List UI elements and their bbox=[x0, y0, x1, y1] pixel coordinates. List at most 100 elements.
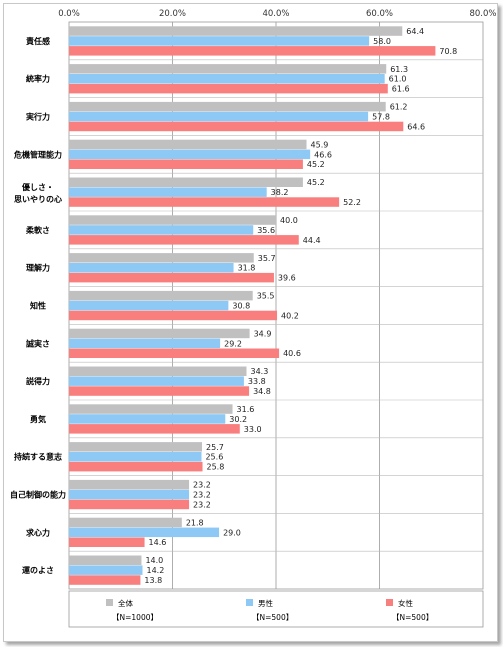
bar bbox=[69, 64, 387, 74]
legend-sample-size: 【N=1000】 bbox=[112, 613, 158, 622]
bar bbox=[69, 555, 142, 565]
data-label: 45.2 bbox=[307, 178, 325, 187]
data-label: 31.8 bbox=[238, 264, 256, 273]
data-label: 13.8 bbox=[144, 576, 162, 585]
data-label: 35.6 bbox=[257, 226, 275, 235]
legend-sample-size: 【N=500】 bbox=[252, 613, 293, 622]
category-label: 実行力 bbox=[26, 112, 50, 122]
x-tick-label: 20.0% bbox=[159, 9, 186, 19]
bar bbox=[69, 489, 190, 500]
data-label: 25.8 bbox=[207, 463, 225, 472]
data-label: 45.9 bbox=[311, 140, 329, 149]
data-label: 38.2 bbox=[271, 188, 289, 197]
legend-label: 男性 bbox=[258, 598, 273, 608]
data-label: 30.8 bbox=[232, 302, 250, 311]
bar bbox=[69, 575, 141, 585]
bar bbox=[69, 404, 233, 414]
bar bbox=[69, 272, 274, 283]
x-tick-label: 0.0% bbox=[58, 9, 80, 19]
data-label: 70.8 bbox=[439, 47, 457, 56]
data-label: 29.0 bbox=[223, 528, 241, 537]
legend-label: 全体 bbox=[118, 598, 133, 608]
category-label: 持続する意志 bbox=[14, 452, 62, 462]
legend-box bbox=[68, 590, 484, 628]
bar bbox=[69, 499, 190, 510]
data-label: 61.0 bbox=[389, 75, 407, 84]
bar bbox=[69, 565, 143, 575]
category-label: 理解力 bbox=[26, 263, 50, 273]
bar bbox=[69, 225, 254, 235]
data-label: 46.6 bbox=[314, 150, 332, 159]
bar bbox=[69, 348, 280, 358]
bar bbox=[69, 74, 385, 84]
bar bbox=[69, 187, 267, 197]
bar bbox=[69, 414, 226, 424]
data-label: 21.8 bbox=[186, 518, 204, 527]
data-label: 52.2 bbox=[343, 198, 361, 207]
legend-swatch bbox=[386, 599, 393, 606]
category-label: 勇気 bbox=[30, 414, 46, 424]
data-label: 25.6 bbox=[205, 453, 223, 462]
category-label: 責任感 bbox=[26, 36, 50, 46]
data-label: 33.0 bbox=[244, 425, 262, 434]
bar bbox=[69, 300, 229, 311]
category-label: 知性 bbox=[30, 301, 46, 311]
legend-label: 女性 bbox=[398, 598, 413, 608]
data-label: 39.6 bbox=[278, 274, 296, 283]
data-label: 14.6 bbox=[149, 538, 167, 547]
bar bbox=[69, 253, 254, 263]
category-label: 自己制御の能力 bbox=[10, 490, 66, 500]
category-label: 思いやりの心 bbox=[14, 194, 62, 204]
category-label: 説得力 bbox=[26, 376, 50, 386]
bar bbox=[69, 442, 202, 452]
bar bbox=[69, 159, 303, 169]
data-label: 14.0 bbox=[145, 556, 163, 565]
data-label: 34.9 bbox=[254, 329, 272, 338]
bar bbox=[69, 386, 250, 396]
bar bbox=[69, 121, 404, 132]
x-tick-label: 40.0% bbox=[262, 9, 289, 19]
legend-swatch bbox=[246, 599, 253, 606]
bar bbox=[69, 197, 340, 207]
bar bbox=[69, 101, 386, 112]
bar bbox=[69, 424, 240, 434]
category-label: 誠実さ bbox=[26, 338, 50, 348]
bar bbox=[69, 139, 307, 150]
bar bbox=[69, 36, 370, 46]
data-label: 61.2 bbox=[390, 103, 408, 112]
bar bbox=[69, 338, 221, 349]
category-label: 柔軟さ bbox=[25, 225, 50, 235]
category-label: 危機管理能力 bbox=[13, 149, 62, 159]
data-label: 30.2 bbox=[229, 415, 247, 424]
data-label: 23.2 bbox=[193, 500, 211, 509]
bar bbox=[69, 111, 369, 122]
data-label: 40.2 bbox=[281, 311, 299, 320]
data-label: 58.0 bbox=[373, 37, 391, 46]
bar bbox=[69, 537, 145, 547]
category-label: 統率力 bbox=[26, 74, 50, 84]
data-label: 29.2 bbox=[224, 339, 242, 348]
bar bbox=[69, 263, 234, 273]
data-label: 34.3 bbox=[251, 367, 269, 376]
bar bbox=[69, 235, 299, 245]
bar bbox=[69, 149, 311, 160]
bar bbox=[69, 452, 202, 462]
data-label: 34.8 bbox=[253, 387, 271, 396]
data-label: 61.6 bbox=[392, 85, 410, 94]
bar bbox=[69, 290, 253, 301]
data-label: 31.6 bbox=[237, 405, 255, 414]
bar bbox=[69, 479, 190, 490]
data-label: 44.4 bbox=[303, 236, 321, 245]
data-label: 23.2 bbox=[193, 491, 211, 500]
bar bbox=[69, 328, 250, 339]
data-label: 45.2 bbox=[307, 160, 325, 169]
legend-sample-size: 【N=500】 bbox=[392, 613, 433, 622]
data-label: 40.0 bbox=[280, 216, 298, 225]
data-label: 40.6 bbox=[283, 349, 301, 358]
bar bbox=[69, 517, 182, 528]
bar bbox=[69, 527, 220, 538]
data-label: 57.8 bbox=[372, 113, 390, 122]
bar bbox=[69, 177, 303, 187]
x-tick-label: 80.0% bbox=[469, 9, 496, 19]
